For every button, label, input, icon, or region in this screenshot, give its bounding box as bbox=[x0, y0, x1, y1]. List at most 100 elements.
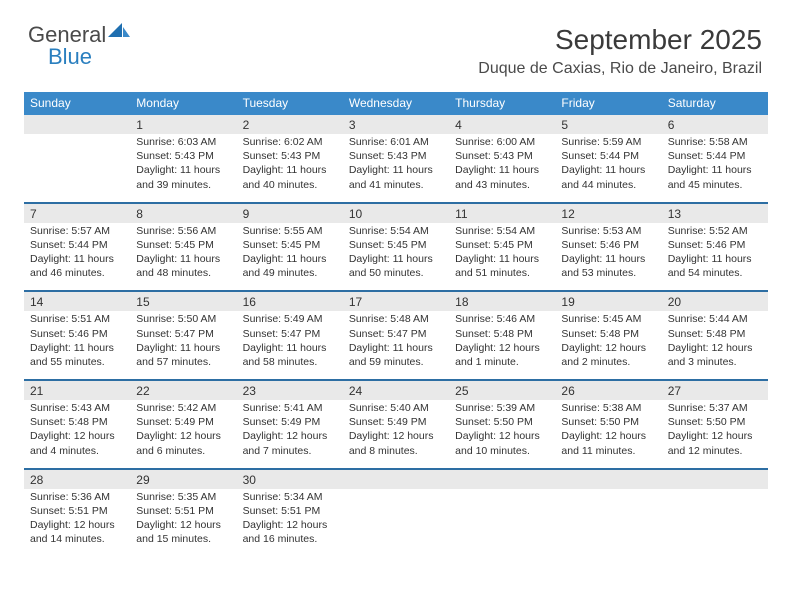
day-number: 26 bbox=[555, 381, 661, 400]
day-number: 21 bbox=[24, 381, 130, 400]
week-body-row: Sunrise: 5:36 AMSunset: 5:51 PMDaylight:… bbox=[24, 489, 768, 557]
day-number: 8 bbox=[130, 204, 236, 223]
day-cell: Sunrise: 5:38 AMSunset: 5:50 PMDaylight:… bbox=[555, 400, 661, 468]
sunrise-text: Sunrise: 5:57 AM bbox=[30, 224, 124, 238]
sunset-text: Sunset: 5:45 PM bbox=[136, 238, 230, 252]
daylight-text: Daylight: 11 hours and 50 minutes. bbox=[349, 252, 443, 280]
daylight-text: Daylight: 11 hours and 40 minutes. bbox=[243, 163, 337, 191]
day-number bbox=[662, 470, 768, 489]
day-cell: Sunrise: 5:54 AMSunset: 5:45 PMDaylight:… bbox=[449, 223, 555, 291]
sunrise-text: Sunrise: 6:03 AM bbox=[136, 135, 230, 149]
day-cell: Sunrise: 5:44 AMSunset: 5:48 PMDaylight:… bbox=[662, 311, 768, 379]
day-cell: Sunrise: 5:55 AMSunset: 5:45 PMDaylight:… bbox=[237, 223, 343, 291]
daylight-text: Daylight: 12 hours and 3 minutes. bbox=[668, 341, 762, 369]
day-number: 18 bbox=[449, 292, 555, 311]
day-number: 7 bbox=[24, 204, 130, 223]
day-cell: Sunrise: 5:48 AMSunset: 5:47 PMDaylight:… bbox=[343, 311, 449, 379]
logo-sail-icon bbox=[108, 23, 130, 48]
daylight-text: Daylight: 11 hours and 54 minutes. bbox=[668, 252, 762, 280]
sunset-text: Sunset: 5:48 PM bbox=[561, 327, 655, 341]
day-cell: Sunrise: 5:51 AMSunset: 5:46 PMDaylight:… bbox=[24, 311, 130, 379]
day-cell bbox=[662, 489, 768, 557]
day-header: Tuesday bbox=[237, 92, 343, 115]
sunrise-text: Sunrise: 5:46 AM bbox=[455, 312, 549, 326]
day-number: 11 bbox=[449, 204, 555, 223]
sunset-text: Sunset: 5:47 PM bbox=[136, 327, 230, 341]
day-cell: Sunrise: 5:58 AMSunset: 5:44 PMDaylight:… bbox=[662, 134, 768, 202]
day-number: 23 bbox=[237, 381, 343, 400]
sunset-text: Sunset: 5:50 PM bbox=[668, 415, 762, 429]
week-number-row: 21222324252627 bbox=[24, 379, 768, 400]
calendar: SundayMondayTuesdayWednesdayThursdayFrid… bbox=[24, 92, 768, 556]
day-number: 29 bbox=[130, 470, 236, 489]
daylight-text: Daylight: 12 hours and 1 minute. bbox=[455, 341, 549, 369]
daylight-text: Daylight: 11 hours and 44 minutes. bbox=[561, 163, 655, 191]
day-number: 25 bbox=[449, 381, 555, 400]
day-cell: Sunrise: 5:59 AMSunset: 5:44 PMDaylight:… bbox=[555, 134, 661, 202]
sunset-text: Sunset: 5:43 PM bbox=[455, 149, 549, 163]
sunset-text: Sunset: 5:49 PM bbox=[243, 415, 337, 429]
day-number: 5 bbox=[555, 115, 661, 134]
day-cell: Sunrise: 5:42 AMSunset: 5:49 PMDaylight:… bbox=[130, 400, 236, 468]
week-body-row: Sunrise: 5:51 AMSunset: 5:46 PMDaylight:… bbox=[24, 311, 768, 379]
week-body-row: Sunrise: 6:03 AMSunset: 5:43 PMDaylight:… bbox=[24, 134, 768, 202]
sunrise-text: Sunrise: 5:39 AM bbox=[455, 401, 549, 415]
day-cell bbox=[343, 489, 449, 557]
sunrise-text: Sunrise: 5:55 AM bbox=[243, 224, 337, 238]
day-number bbox=[343, 470, 449, 489]
day-cell: Sunrise: 5:49 AMSunset: 5:47 PMDaylight:… bbox=[237, 311, 343, 379]
sunrise-text: Sunrise: 5:49 AM bbox=[243, 312, 337, 326]
calendar-weeks: 123456Sunrise: 6:03 AMSunset: 5:43 PMDay… bbox=[24, 115, 768, 556]
day-number: 27 bbox=[662, 381, 768, 400]
day-cell: Sunrise: 5:57 AMSunset: 5:44 PMDaylight:… bbox=[24, 223, 130, 291]
sunrise-text: Sunrise: 5:48 AM bbox=[349, 312, 443, 326]
day-number: 10 bbox=[343, 204, 449, 223]
day-number: 17 bbox=[343, 292, 449, 311]
day-number: 28 bbox=[24, 470, 130, 489]
sunrise-text: Sunrise: 6:00 AM bbox=[455, 135, 549, 149]
sunset-text: Sunset: 5:43 PM bbox=[349, 149, 443, 163]
day-header: Monday bbox=[130, 92, 236, 115]
location-subtitle: Duque de Caxias, Rio de Janeiro, Brazil bbox=[478, 60, 762, 78]
sunrise-text: Sunrise: 6:02 AM bbox=[243, 135, 337, 149]
day-cell: Sunrise: 5:34 AMSunset: 5:51 PMDaylight:… bbox=[237, 489, 343, 557]
daylight-text: Daylight: 11 hours and 55 minutes. bbox=[30, 341, 124, 369]
sunset-text: Sunset: 5:43 PM bbox=[243, 149, 337, 163]
daylight-text: Daylight: 12 hours and 6 minutes. bbox=[136, 429, 230, 457]
day-cell: Sunrise: 6:03 AMSunset: 5:43 PMDaylight:… bbox=[130, 134, 236, 202]
sunrise-text: Sunrise: 5:54 AM bbox=[455, 224, 549, 238]
sunrise-text: Sunrise: 5:36 AM bbox=[30, 490, 124, 504]
daylight-text: Daylight: 11 hours and 45 minutes. bbox=[668, 163, 762, 191]
sunset-text: Sunset: 5:50 PM bbox=[561, 415, 655, 429]
day-number: 15 bbox=[130, 292, 236, 311]
day-number: 9 bbox=[237, 204, 343, 223]
day-cell: Sunrise: 5:46 AMSunset: 5:48 PMDaylight:… bbox=[449, 311, 555, 379]
sunset-text: Sunset: 5:45 PM bbox=[243, 238, 337, 252]
sunrise-text: Sunrise: 6:01 AM bbox=[349, 135, 443, 149]
sunset-text: Sunset: 5:47 PM bbox=[243, 327, 337, 341]
daylight-text: Daylight: 12 hours and 4 minutes. bbox=[30, 429, 124, 457]
day-cell: Sunrise: 5:45 AMSunset: 5:48 PMDaylight:… bbox=[555, 311, 661, 379]
sunset-text: Sunset: 5:45 PM bbox=[349, 238, 443, 252]
sunset-text: Sunset: 5:44 PM bbox=[561, 149, 655, 163]
sunset-text: Sunset: 5:51 PM bbox=[30, 504, 124, 518]
sunset-text: Sunset: 5:43 PM bbox=[136, 149, 230, 163]
day-number: 13 bbox=[662, 204, 768, 223]
day-cell bbox=[555, 489, 661, 557]
day-cell: Sunrise: 6:00 AMSunset: 5:43 PMDaylight:… bbox=[449, 134, 555, 202]
sunset-text: Sunset: 5:46 PM bbox=[668, 238, 762, 252]
sunrise-text: Sunrise: 5:51 AM bbox=[30, 312, 124, 326]
day-cell: Sunrise: 5:50 AMSunset: 5:47 PMDaylight:… bbox=[130, 311, 236, 379]
day-cell: Sunrise: 5:43 AMSunset: 5:48 PMDaylight:… bbox=[24, 400, 130, 468]
daylight-text: Daylight: 11 hours and 46 minutes. bbox=[30, 252, 124, 280]
day-cell: Sunrise: 5:52 AMSunset: 5:46 PMDaylight:… bbox=[662, 223, 768, 291]
day-cell: Sunrise: 6:02 AMSunset: 5:43 PMDaylight:… bbox=[237, 134, 343, 202]
daylight-text: Daylight: 12 hours and 14 minutes. bbox=[30, 518, 124, 546]
calendar-header-row: SundayMondayTuesdayWednesdayThursdayFrid… bbox=[24, 92, 768, 115]
daylight-text: Daylight: 11 hours and 48 minutes. bbox=[136, 252, 230, 280]
day-number: 24 bbox=[343, 381, 449, 400]
sunset-text: Sunset: 5:48 PM bbox=[30, 415, 124, 429]
sunrise-text: Sunrise: 5:41 AM bbox=[243, 401, 337, 415]
page-title: September 2025 bbox=[555, 24, 762, 56]
day-number bbox=[449, 470, 555, 489]
